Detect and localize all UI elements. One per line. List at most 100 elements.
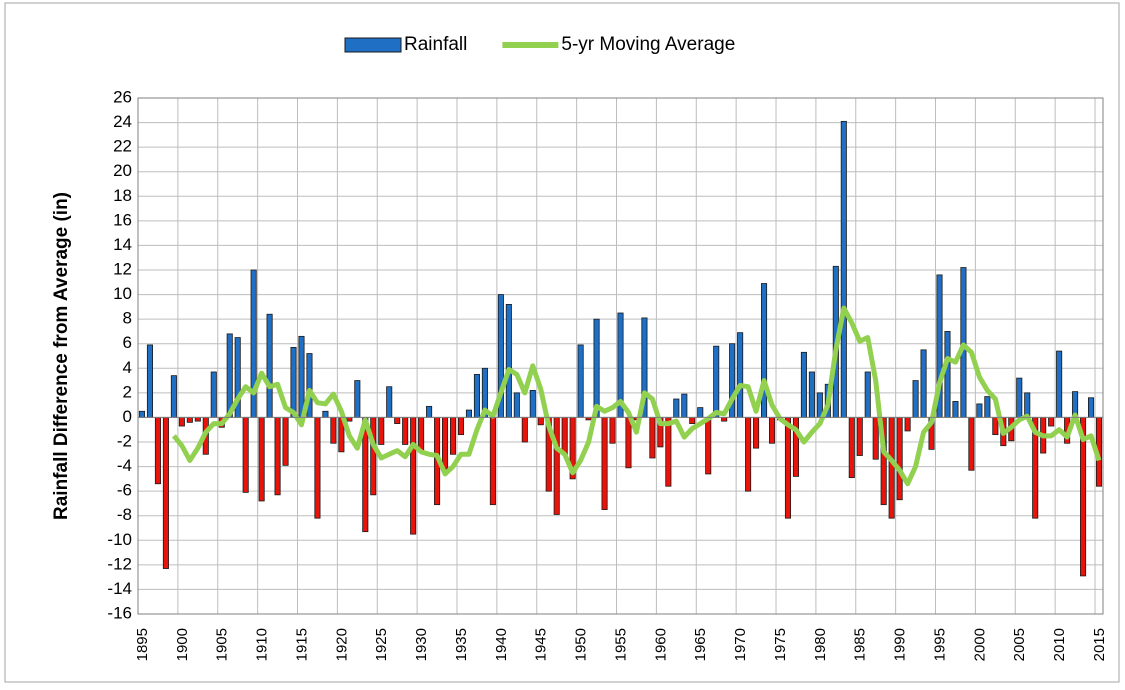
y-tick-label: -4 <box>117 456 132 475</box>
bar <box>210 371 217 418</box>
bar <box>258 417 265 502</box>
bar <box>681 393 688 418</box>
bar <box>370 417 377 496</box>
x-tick-label: 2000 <box>971 628 988 661</box>
bar <box>705 417 712 475</box>
bar <box>146 344 153 418</box>
y-tick-label: -6 <box>117 481 132 500</box>
y-tick-label: -16 <box>107 603 132 622</box>
bar <box>872 417 879 460</box>
bar <box>537 417 544 426</box>
y-tick-label: 2 <box>123 382 132 401</box>
y-tick-label: -8 <box>117 505 132 524</box>
x-tick-label: 1975 <box>772 628 789 661</box>
x-tick-label: 1915 <box>293 628 310 661</box>
bar <box>920 349 927 418</box>
bar <box>465 409 473 418</box>
bar <box>768 417 776 444</box>
bar <box>553 417 560 515</box>
bar <box>386 386 393 418</box>
bar <box>840 120 847 418</box>
bar <box>577 344 584 418</box>
y-tick-label: 22 <box>113 137 132 156</box>
bar <box>625 417 632 469</box>
x-tick-label: 1985 <box>852 628 869 661</box>
y-tick-label: 24 <box>113 112 132 131</box>
x-tick-label: 1960 <box>652 628 669 661</box>
y-tick-label: 4 <box>123 358 132 377</box>
bar <box>513 392 520 418</box>
bar <box>449 417 457 455</box>
bar <box>601 417 608 510</box>
y-tick-label: -12 <box>107 554 132 573</box>
bar <box>418 417 425 451</box>
bar <box>402 417 409 445</box>
bar <box>713 345 720 418</box>
bar <box>226 333 233 418</box>
x-tick-label: 1945 <box>533 628 550 661</box>
bar <box>298 335 305 418</box>
x-tick-label: 1940 <box>493 628 510 661</box>
bar <box>154 417 161 485</box>
bar <box>848 417 855 479</box>
x-tick-label: 1955 <box>612 628 629 661</box>
bar <box>1056 350 1063 418</box>
legend-label: 5-yr Moving Average <box>561 34 735 55</box>
bar <box>888 417 895 519</box>
y-tick-label: 18 <box>113 186 132 205</box>
bar <box>282 417 289 466</box>
bar <box>665 417 672 487</box>
bar <box>266 313 273 418</box>
bar <box>178 417 185 427</box>
bar <box>968 417 975 471</box>
y-tick-label: -2 <box>117 431 132 450</box>
bar <box>856 417 863 456</box>
moving-average-line <box>171 305 1102 487</box>
bar <box>290 346 297 418</box>
bar <box>354 380 361 418</box>
bar <box>745 417 752 492</box>
bar <box>808 371 815 418</box>
bar <box>473 374 480 418</box>
bar <box>1088 397 1095 418</box>
bar <box>529 389 536 418</box>
y-tick-label: 14 <box>113 235 132 254</box>
bar <box>864 371 871 418</box>
bar <box>274 417 281 496</box>
bar <box>378 417 385 445</box>
bar <box>649 417 656 459</box>
bar <box>904 417 911 432</box>
bar <box>186 417 193 423</box>
bar <box>394 417 401 424</box>
y-tick-label: -10 <box>107 530 132 549</box>
bar <box>242 417 249 493</box>
bar <box>784 417 792 519</box>
x-tick-label: 1920 <box>333 628 350 661</box>
y-tick-label: 20 <box>113 161 132 180</box>
bar <box>1016 377 1023 418</box>
bar <box>952 401 959 418</box>
bar <box>673 398 680 418</box>
bar <box>457 417 465 436</box>
bar <box>314 417 321 519</box>
x-tick-label: 1970 <box>732 628 749 661</box>
x-tick-label: 1910 <box>254 628 271 661</box>
bar <box>561 417 568 455</box>
y-tick-label: 6 <box>123 333 132 352</box>
bar <box>330 417 337 444</box>
bar <box>912 380 919 418</box>
bar <box>753 417 760 449</box>
y-tick-label: -14 <box>107 579 132 598</box>
bar <box>138 410 146 418</box>
bar <box>442 417 449 470</box>
x-tick-label: 1935 <box>453 628 470 661</box>
y-tick-label: 12 <box>113 259 132 278</box>
bar <box>689 417 696 424</box>
x-tick-label: 1995 <box>931 628 948 661</box>
bar <box>521 417 528 443</box>
x-tick-label: 1950 <box>573 628 590 661</box>
y-tick-label: 16 <box>113 210 132 229</box>
y-tick-label: 26 <box>113 87 132 106</box>
x-tick-label: 2010 <box>1051 628 1068 661</box>
x-tick-label: 2015 <box>1091 628 1108 661</box>
